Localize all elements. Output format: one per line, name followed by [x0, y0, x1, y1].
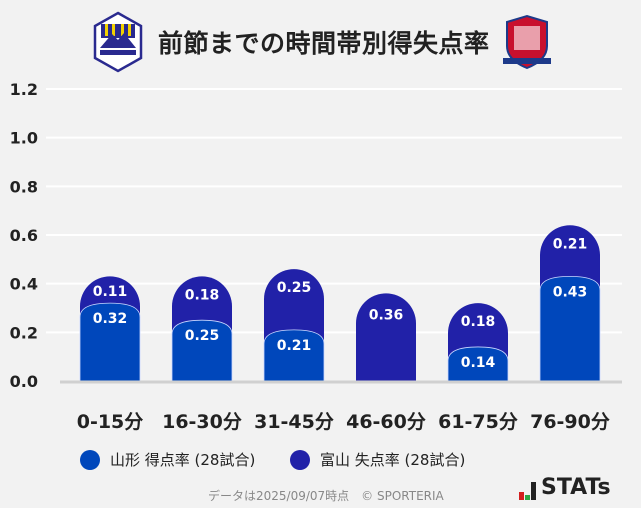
data-label-yamagata: 0.21: [277, 338, 312, 354]
data-label-toyama: 0.36: [369, 307, 404, 323]
legend-swatch-icon: [290, 449, 310, 470]
y-tick-label: 0.6: [10, 226, 38, 245]
y-tick-label: 0.2: [10, 323, 38, 342]
y-tick-label: 0.0: [10, 372, 38, 391]
legend-item-yamagata: 山形 得点率 (28試合): [80, 449, 255, 470]
logos: [93, 11, 551, 73]
data-label-yamagata: 0.25: [185, 328, 220, 344]
x-tick-label: 61-75分: [438, 411, 518, 433]
data-label-toyama: 0.21: [553, 236, 588, 252]
data-label-toyama: 0.11: [93, 284, 128, 300]
footer-note: データは2025/09/07時点 © SPORTERIA: [208, 489, 444, 503]
data-label-yamagata: 0.32: [93, 311, 128, 327]
data-label-toyama: 0.18: [461, 314, 496, 330]
montedio-logo: [93, 11, 143, 73]
x-tick-label: 16-30分: [162, 411, 242, 433]
data-label-yamagata: 0.14: [461, 355, 496, 371]
bar-yamagata-scored: [79, 302, 141, 381]
y-tick-label: 0.8: [10, 177, 38, 196]
legend-label: 富山 失点率 (28試合): [320, 451, 466, 469]
bar-yamagata-scored: [263, 329, 325, 381]
bar-yamagata-scored: [171, 319, 233, 381]
y-tick-label: 1.0: [10, 129, 38, 148]
y-tick-label: 0.4: [10, 275, 38, 294]
legend-swatch-icon: [80, 449, 100, 470]
bar-yamagata-scored: [539, 275, 601, 381]
bar-toyama-conceded: [356, 293, 416, 381]
stats-logo-text: STATs: [541, 475, 611, 500]
x-tick-label: 46-60分: [346, 411, 426, 433]
bar-yamagata-scored: [447, 346, 509, 381]
x-tick-label: 76-90分: [530, 411, 610, 433]
chart-title: 前節までの時間帯別得失点率: [158, 29, 490, 58]
data-label-toyama: 0.25: [277, 280, 312, 296]
data-label-toyama: 0.18: [185, 287, 220, 303]
x-tick-label: 0-15分: [77, 411, 144, 433]
stats-bars-icon: [519, 482, 537, 500]
kataller-logo: [503, 14, 551, 70]
y-tick-label: 1.2: [10, 80, 38, 99]
stats-brand: STATs: [519, 475, 611, 500]
legend-label: 山形 得点率 (28試合): [110, 451, 256, 469]
data-label-yamagata: 0.43: [553, 284, 588, 300]
x-tick-label: 31-45分: [254, 411, 334, 433]
legend-item-toyama: 富山 失点率 (28試合): [290, 449, 465, 470]
